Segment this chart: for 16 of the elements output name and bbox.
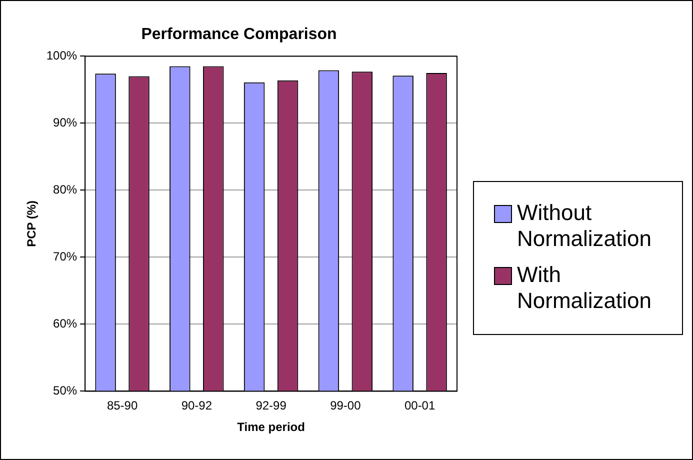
x-tick-label: 85-90 — [106, 398, 138, 413]
y-tick-label: 70% — [53, 250, 78, 264]
x-tick-label: 00-01 — [404, 398, 436, 413]
x-tick-label: 90-92 — [181, 398, 212, 413]
y-axis-title: PCP (%) — [24, 200, 39, 247]
y-tick-label: 50% — [53, 384, 78, 398]
y-tick-label: 60% — [53, 316, 78, 331]
y-tick-label: 100% — [46, 48, 78, 63]
chart-title: Performance Comparison — [141, 26, 337, 44]
y-tick-label: 80% — [53, 182, 78, 197]
legend-label: With Normalization — [517, 262, 652, 314]
legend-label: Without Normalization — [517, 200, 652, 252]
x-axis-title: Time period — [237, 420, 305, 434]
x-tick-label: 99-00 — [330, 398, 362, 413]
y-tick-label: 90% — [53, 116, 78, 130]
x-tick-label: 92-99 — [256, 398, 287, 413]
